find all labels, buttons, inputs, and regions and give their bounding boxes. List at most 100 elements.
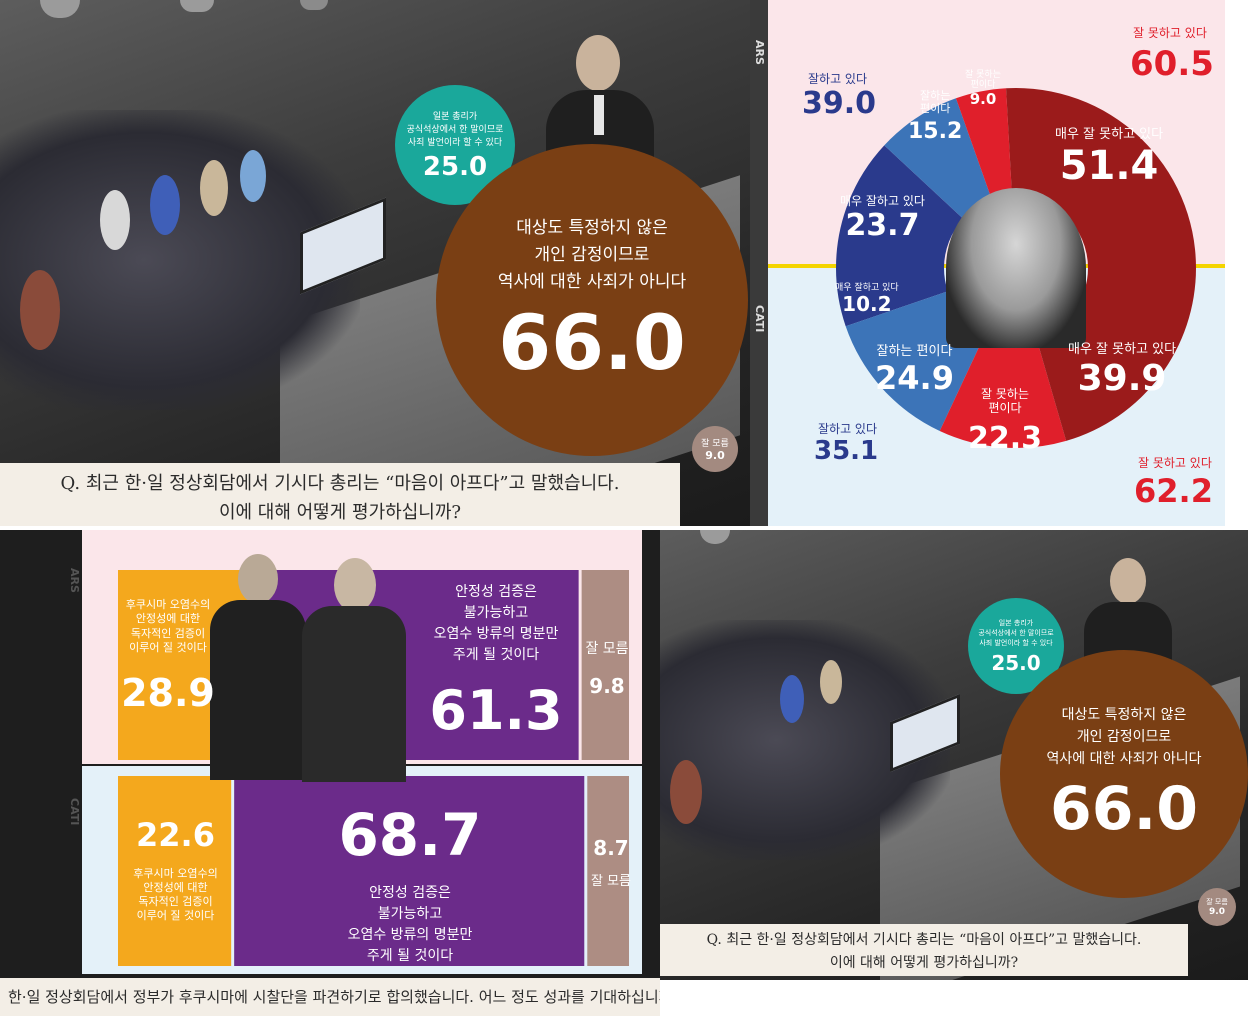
cati-slice-somewhat-bad (939, 333, 1067, 449)
audience-member (240, 150, 266, 202)
cati-yes-label-3: 독자적인 검증이 (138, 895, 213, 909)
main-value: 66.0 (1049, 774, 1199, 844)
question-text: 한·일 정상회담에서 정부가 후쿠시마에 시찰단을 파견하기로 합의했습니다. … (8, 988, 660, 1006)
cati-good-total: 35.1 (814, 436, 879, 466)
left-dark-strip (750, 0, 768, 526)
ars-yes-label-2: 안정성에 대한 (135, 612, 201, 626)
dont-know-label: 잘 모름 (701, 439, 729, 449)
cati-very-good-label: 매우 잘하고 있다 10.2 (835, 283, 899, 316)
ars-somewhat-good-label-2: 편이다 (919, 101, 951, 115)
main-label-line1: 대상도 특정하지 않은 (1061, 707, 1187, 723)
cati-somewhat-bad-label: 잘 못하는 편이다 22.3 (968, 387, 1042, 456)
audience-member (780, 675, 804, 723)
cati-somewhat-good-label-text: 잘하는 편이다 (876, 344, 953, 359)
ars-somewhat-bad-label-2: 편이다 (970, 80, 996, 91)
teal-value: 25.0 (422, 151, 488, 182)
cati-donut (836, 268, 1196, 449)
audience-member (150, 175, 180, 235)
ceiling-light (40, 0, 80, 18)
leaders-photo (210, 548, 406, 782)
ceiling-light (700, 530, 730, 544)
cati-no-text: 68.7 안정성 검증은 불가능하고 오염수 방류의 명분만 주게 될 것이다 (300, 792, 520, 967)
ars-bad-total: 60.5 (1130, 44, 1214, 84)
cati-no-value: 68.7 (338, 801, 482, 869)
ars-yes-label-3: 독자적인 검증이 (130, 626, 206, 640)
ars-somewhat-bad-value: 9.0 (969, 89, 997, 108)
cati-dk-value: 8.7 (593, 836, 629, 860)
cati-somewhat-good-value: 24.9 (875, 358, 954, 397)
teal-label-line1: 일본 총리가 (998, 618, 1034, 627)
ars-somewhat-good-label: 잘하는 편이다 15.2 (908, 89, 963, 145)
question-bar: Q. 최근 한·일 정상회담에서 기시다 총리는 “마음이 아프다”고 말했습니… (0, 463, 680, 526)
question-bar: Q. 최근 한·일 정상회담에서 기시다 총리는 “마음이 아프다”고 말했습니… (660, 924, 1188, 976)
audience-member (20, 270, 60, 350)
cati-somewhat-bad-label-1: 잘 못하는 (981, 387, 1029, 401)
ars-slice-somewhat-bad (955, 88, 1013, 201)
cati-very-good-label-text: 매우 잘하고 있다 (835, 283, 899, 293)
ars-yes-value: 28.9 (121, 671, 215, 716)
question-line2: 이에 대해 어떻게 평가하십니까? (829, 955, 1019, 971)
ars-dk-label: 잘 모름 (585, 641, 629, 657)
donut-chart (836, 87, 1196, 449)
ars-somewhat-good-value: 15.2 (908, 119, 963, 145)
ars-yes-text: 후쿠시마 오염수의 안정성에 대한 독자적인 검증이 이루어 질 것이다 28.… (118, 598, 218, 719)
question-line1: Q. 최근 한·일 정상회담에서 기시다 총리는 “마음이 아프다”고 말했습니… (706, 932, 1142, 948)
ceiling-light (300, 0, 328, 10)
ars-yes-label-4: 이루어 질 것이다 (129, 640, 207, 654)
question-bar: 한·일 정상회담에서 정부가 후쿠시마에 시찰단을 파견하기로 합의했습니다. … (0, 978, 660, 1016)
cati-yes-value: 22.6 (136, 816, 215, 854)
cati-yes-text: 22.6 후쿠시마 오염수의 안정성에 대한 독자적인 검증이 이루어 질 것이… (118, 815, 233, 924)
teal-label-line3: 사죄 발언이라 할 수 있다 (979, 638, 1053, 647)
dont-know-badge: 잘 모름 9.0 (692, 426, 738, 472)
panel-top-right: ARS CATI 잘하고 있다 39.0 잘 못하고 있다 60.5 잘하는 편… (750, 0, 1225, 526)
ars-no-label-3: 오염수 방류의 명분만 (433, 626, 559, 642)
cati-somewhat-good-label: 잘하는 편이다 24.9 (875, 344, 954, 397)
question-line1: Q. 최근 한·일 정상회담에서 기시다 총리는 “마음이 아프다”고 말했습니… (60, 473, 620, 494)
ars-no-label-1: 안정성 검증은 (455, 584, 537, 600)
cati-dk-text: 8.7 잘 모름 (586, 836, 636, 889)
audience-member (100, 190, 130, 250)
cati-bad-total: 62.2 (1134, 472, 1213, 510)
main-label-line1: 대상도 특정하지 않은 (516, 218, 668, 238)
cati-dk-label: 잘 모름 (590, 874, 631, 889)
ars-good-total-label: 잘하고 있다 (808, 72, 868, 86)
ars-very-bad-label-text: 매우 잘 못하고 있다 (1055, 127, 1164, 142)
ars-dk-text: 잘 모름 9.8 (582, 638, 632, 698)
ars-good-total: 39.0 (802, 86, 877, 121)
ars-very-bad-label: 매우 잘 못하고 있다 51.4 (1055, 127, 1164, 189)
cati-bar-dont-know (587, 776, 629, 966)
ars-yes-label-1: 후쿠시마 오염수의 (125, 598, 211, 611)
panel-top-left: 일본 총리가 공식석상에서 한 말이므로 사죄 발언이라 할 수 있다 25.0… (0, 0, 750, 526)
brown-result-circle: 대상도 특정하지 않은 개인 감정이므로 역사에 대한 사죄가 아니다 66.0 (1000, 650, 1248, 898)
cati-no-label-1: 안정성 검증은 (369, 885, 451, 901)
ars-very-good-label-text: 매우 잘하고 있다 (840, 194, 925, 208)
cati-yes-label-2: 안정성에 대한 (143, 880, 208, 894)
ars-tag: ARS (753, 40, 766, 65)
cati-bad-total-label: 잘 못하고 있다 (1138, 456, 1212, 470)
ars-slice-very-good (836, 145, 964, 268)
cati-no-label-4: 주게 될 것이다 (366, 948, 454, 964)
panel-bottom-right: 일본 총리가 공식석상에서 한 말이므로 사죄 발언이라 할 수 있다 25.0… (660, 530, 1248, 980)
cati-bar-yes (118, 776, 232, 966)
ceiling-light (180, 0, 214, 12)
audience-member (200, 160, 228, 216)
ars-somewhat-bad-label: 잘 못하는 편이다 9.0 (965, 70, 1001, 108)
teal-label-line1: 일본 총리가 (432, 111, 478, 122)
ars-no-value: 61.3 (429, 679, 563, 742)
president-photo (946, 188, 1086, 348)
audience-member (670, 760, 702, 824)
stacked-bars (118, 570, 629, 966)
teal-label-line2: 공식석상에서 한 말이므로 (978, 628, 1054, 637)
teal-label-line2: 공식석상에서 한 말이므로 (406, 124, 504, 135)
main-label-line3: 역사에 대한 사죄가 아니다 (1046, 751, 1202, 767)
ars-bad-total-label: 잘 못하고 있다 (1133, 26, 1207, 40)
panel-bottom-left: ARS CATI 후쿠시마 오염수의 안정성에 대한 독자적인 검증이 이루어 … (0, 530, 660, 1016)
cati-slice-very-good (836, 268, 948, 327)
ars-no-label-4: 주게 될 것이다 (452, 647, 540, 663)
dont-know-label: 잘 모름 (1206, 898, 1228, 906)
cati-no-label-2: 불가능하고 (377, 906, 443, 922)
cati-no-label-3: 오염수 방류의 명분만 (347, 927, 473, 943)
ars-tag: ARS (68, 568, 81, 593)
main-label-line2: 개인 감정이므로 (1076, 729, 1172, 745)
ars-somewhat-bad-label-1: 잘 못하는 (965, 70, 1001, 80)
